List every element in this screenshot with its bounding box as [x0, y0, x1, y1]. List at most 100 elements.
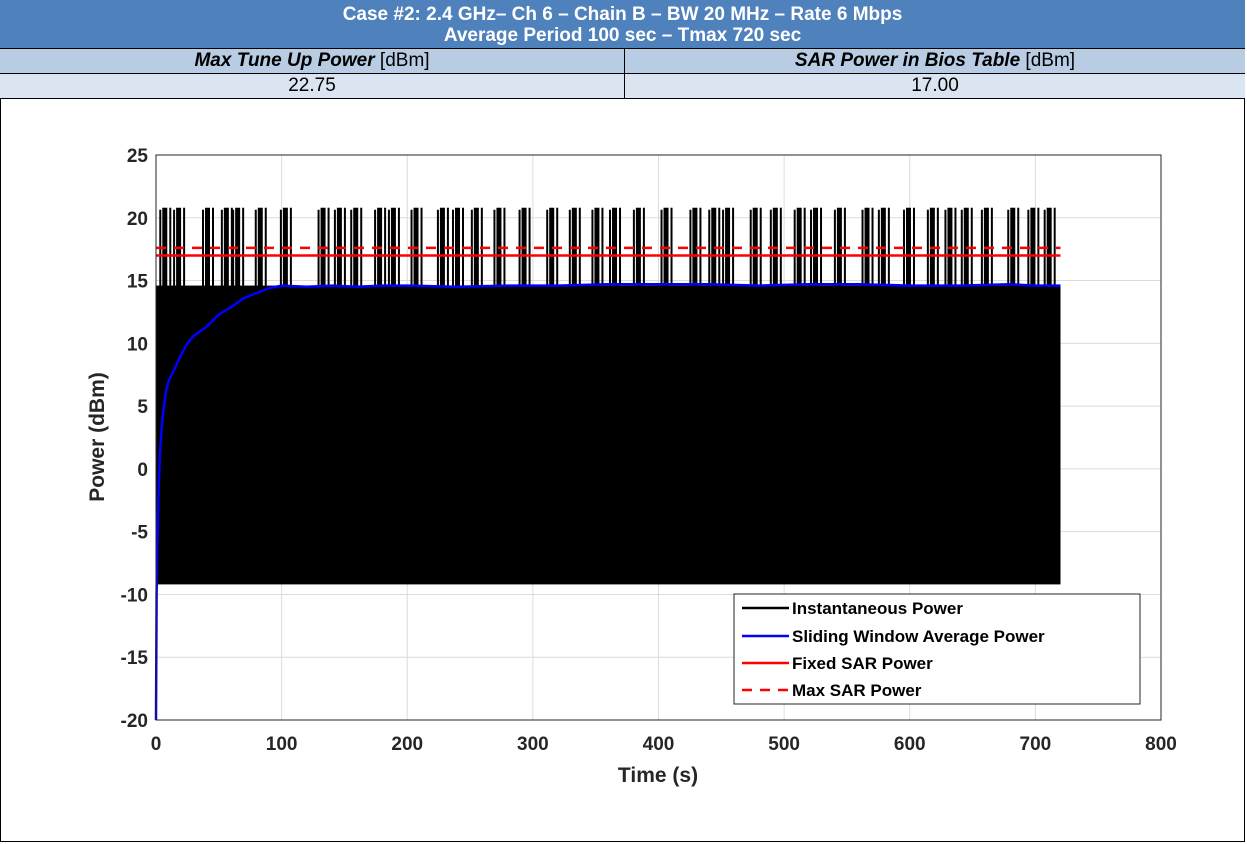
instantaneous-burst-spike: [343, 207, 346, 286]
instantaneous-burst: [813, 207, 819, 287]
legend-label-max-sar: Max SAR Power: [792, 681, 922, 700]
instantaneous-burst-spike: [436, 209, 439, 288]
instantaneous-burst: [454, 207, 460, 287]
y-tick-label: -5: [131, 523, 148, 544]
instantaneous-burst-spike: [183, 207, 186, 286]
sliding-window-average-line: [154, 283, 1061, 721]
instantaneous-burst-spike: [601, 207, 604, 286]
instantaneous-burst: [439, 207, 445, 287]
instantaneous-burst: [223, 207, 229, 287]
y-tick-label: 0: [137, 460, 148, 481]
instantaneous-burst-spike: [871, 207, 874, 286]
average-power-series: [154, 283, 1061, 721]
instantaneous-burst-spike: [503, 207, 506, 286]
y-tick-label: 25: [127, 146, 149, 167]
max-tune-up-power-unit: [dBm]: [374, 50, 430, 71]
instantaneous-burst-spike: [480, 207, 483, 286]
table-header-row: Max Tune Up Power [dBm] SAR Power in Bio…: [0, 49, 1245, 74]
instantaneous-burst-spike: [980, 209, 983, 288]
instantaneous-burst-spike: [708, 209, 711, 288]
instantaneous-burst-spike: [803, 207, 806, 286]
x-tick-label: 500: [768, 734, 800, 755]
max-tune-up-power-value: 22.75: [0, 74, 625, 98]
case-subtitle: Average Period 100 sec – Tmax 720 sec: [443, 25, 802, 46]
instantaneous-burst-spike: [887, 207, 890, 286]
instantaneous-burst-spike: [619, 207, 622, 286]
y-axis-label: Power (dBm): [86, 372, 109, 502]
instantaneous-burst-spike: [642, 207, 645, 286]
plot-border: [155, 154, 1162, 721]
instantaneous-burst-spike: [970, 207, 973, 286]
instantaneous-burst-spike: [779, 207, 782, 286]
sar-power-bios-value: 17.00: [911, 75, 959, 96]
instantaneous-burst-spike: [1037, 207, 1040, 286]
instantaneous-burst-spike: [327, 207, 330, 286]
instantaneous-burst-spike: [279, 209, 282, 288]
y-tick-label: -10: [121, 585, 148, 606]
instantaneous-burst: [473, 207, 479, 287]
instantaneous-burst: [905, 207, 911, 287]
instantaneous-burst-spike: [493, 209, 496, 288]
instantaneous-burst: [711, 207, 717, 287]
x-tick-label: 200: [391, 734, 423, 755]
instantaneous-burst: [796, 207, 802, 287]
x-tick-label: 800: [1145, 734, 1177, 755]
instantaneous-burst-spike: [528, 207, 531, 286]
sar-power-bios-header: SAR Power in Bios Table [dBm]: [625, 49, 1245, 73]
instantaneous-burst-spike: [926, 209, 929, 288]
instantaneous-burst: [1010, 207, 1016, 287]
y-tick-label: 15: [127, 272, 149, 293]
instantaneous-burst: [257, 207, 263, 287]
instantaneous-burst-spike: [230, 207, 233, 286]
table-value-row: 22.75 17.00: [0, 74, 1245, 99]
instantaneous-burst-spike: [568, 209, 571, 288]
y-tick-label: 20: [127, 209, 148, 230]
sar-power-bios-unit: [dBm]: [1020, 50, 1076, 71]
instantaneous-burst: [549, 207, 555, 287]
instantaneous-burst-spike: [201, 209, 204, 288]
tick-labels: 0 100 200 300 400 500 600 700 800 -20 -15 -10 -5 0 5 10…: [121, 146, 1177, 755]
x-tick-label: 700: [1020, 734, 1052, 755]
instantaneous-burst-spike: [360, 207, 363, 286]
y-tick-label: -20: [121, 711, 148, 732]
instantaneous-burst-spike: [954, 207, 957, 286]
instantaneous-burst: [635, 207, 641, 287]
instantaneous-burst: [1030, 207, 1036, 287]
legend-label-average: Sliding Window Average Power: [792, 627, 1045, 646]
legend-box: [733, 593, 1141, 705]
instantaneous-burst-spike: [350, 209, 353, 288]
sar-lines: [156, 246, 1061, 257]
instantaneous-burst-spike: [546, 209, 549, 288]
instantaneous-burst-spike: [699, 207, 702, 286]
instantaneous-burst-spike: [1053, 207, 1056, 286]
max-tune-up-power-header: Max Tune Up Power [dBm]: [0, 49, 625, 73]
instantaneous-burst-spike: [578, 207, 581, 286]
instantaneous-burst-spike: [833, 209, 836, 288]
instantaneous-burst: [204, 207, 210, 287]
sar-power-bios-label: SAR Power in Bios Table: [794, 50, 1021, 71]
instantaneous-burst-spike: [689, 209, 692, 288]
instantaneous-burst-spike: [718, 207, 721, 286]
instantaneous-burst-spike: [387, 209, 390, 288]
instantaneous-burst-spike: [264, 207, 267, 286]
instantaneous-burst-spike: [446, 207, 449, 286]
instantaneous-burst-spike: [732, 207, 735, 286]
legend-label-instantaneous: Instantaneous Power: [792, 599, 963, 618]
instantaneous-burst-spike: [960, 209, 963, 288]
instantaneous-burst-spike: [912, 207, 915, 286]
instantaneous-burst: [1046, 207, 1052, 287]
instantaneous-burst-spike: [397, 207, 400, 286]
instantaneous-burst-spike: [759, 207, 762, 286]
instantaneous-burst-spike: [670, 207, 673, 286]
x-axis-label: Time (s): [618, 764, 698, 787]
legend: Instantaneous Power Sliding Window Avera…: [733, 593, 1141, 705]
instantaneous-burst-spike: [169, 207, 172, 286]
case-title: Case #2: 2.4 GHz– Ch 6 – Chain B – BW 20…: [342, 4, 903, 25]
instantaneous-burst-spike: [289, 207, 292, 286]
instantaneous-burst-spike: [384, 207, 387, 286]
instantaneous-burst-spike: [333, 209, 336, 288]
y-tick-label: 5: [137, 397, 148, 418]
instantaneous-burst-spike: [820, 207, 823, 286]
instantaneous-burst-spike: [211, 207, 214, 286]
